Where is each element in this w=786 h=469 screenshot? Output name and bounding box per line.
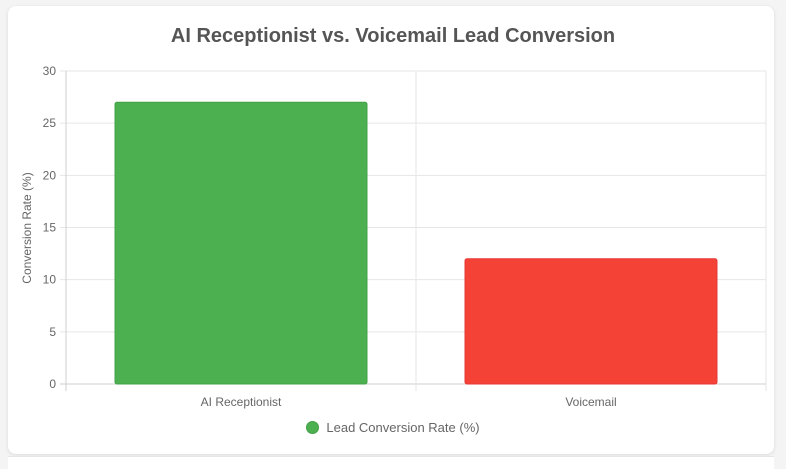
bar-voicemail[interactable] bbox=[464, 258, 718, 385]
y-tick-label: 15 bbox=[43, 221, 57, 235]
legend-label: Lead Conversion Rate (%) bbox=[326, 420, 480, 435]
y-tick-label: 0 bbox=[49, 377, 56, 391]
bars bbox=[114, 101, 718, 385]
chart-title: AI Receptionist vs. Voicemail Lead Conve… bbox=[170, 25, 616, 47]
y-tick-label: 25 bbox=[43, 116, 57, 130]
y-tick-label: 20 bbox=[43, 168, 57, 182]
y-tick-label: 5 bbox=[49, 325, 56, 339]
bar-ai-receptionist[interactable] bbox=[114, 101, 368, 385]
y-axis-label: Conversion Rate (%) bbox=[20, 172, 34, 283]
y-tick-label: 30 bbox=[43, 64, 57, 78]
x-tick-label: Voicemail bbox=[565, 395, 616, 409]
card-footer-strip bbox=[8, 456, 774, 469]
axes: 0 5 10 15 20 25 30 AI Receptionist Voicemail bbox=[43, 64, 617, 409]
chart-legend[interactable]: Lead Conversion Rate (%) bbox=[0, 420, 786, 435]
legend-swatch-icon bbox=[306, 421, 320, 434]
x-tick-label: AI Receptionist bbox=[201, 395, 282, 409]
y-tick-label: 10 bbox=[43, 273, 57, 287]
